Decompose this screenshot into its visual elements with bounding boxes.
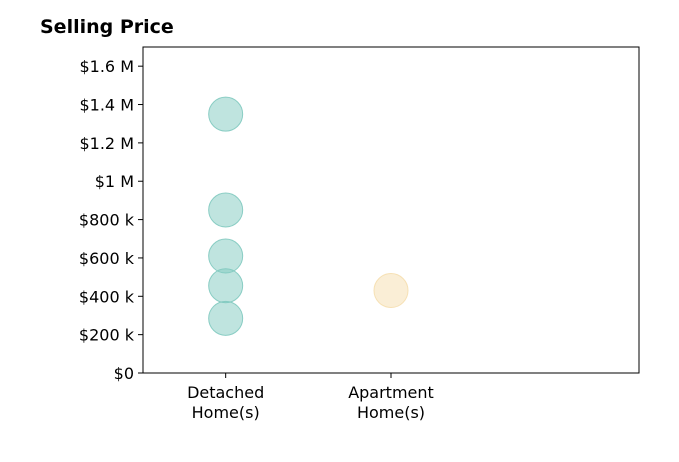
data-points: [208, 96, 409, 336]
data-point: [373, 273, 409, 309]
data-point: [208, 192, 244, 228]
data-point: [208, 300, 244, 336]
y-tick-label: $1.4 M: [79, 96, 134, 115]
y-tick-label: $600 k: [79, 249, 135, 268]
y-axis: $0 $200 k $400 k $600 k $800 k $1 M $1.2 M $1.4…: [79, 57, 143, 383]
y-tick-label: $1.2 M: [79, 134, 134, 153]
data-point: [208, 268, 244, 304]
x-tick-label: Detached Home(s): [187, 383, 264, 422]
chart-title: Selling Price: [40, 16, 174, 38]
y-tick-label: $200 k: [79, 326, 135, 345]
x-axis: Detached Home(s) Apartment Home(s): [187, 373, 434, 422]
y-tick-label: $0: [114, 364, 134, 383]
y-tick-label: $800 k: [79, 211, 135, 230]
data-point: [208, 96, 244, 132]
y-tick-label: $1.6 M: [79, 57, 134, 76]
x-tick-label: Apartment Home(s): [348, 383, 434, 422]
y-tick-label: $1 M: [95, 172, 134, 191]
data-point: [208, 238, 244, 274]
y-tick-label: $400 k: [79, 287, 135, 306]
